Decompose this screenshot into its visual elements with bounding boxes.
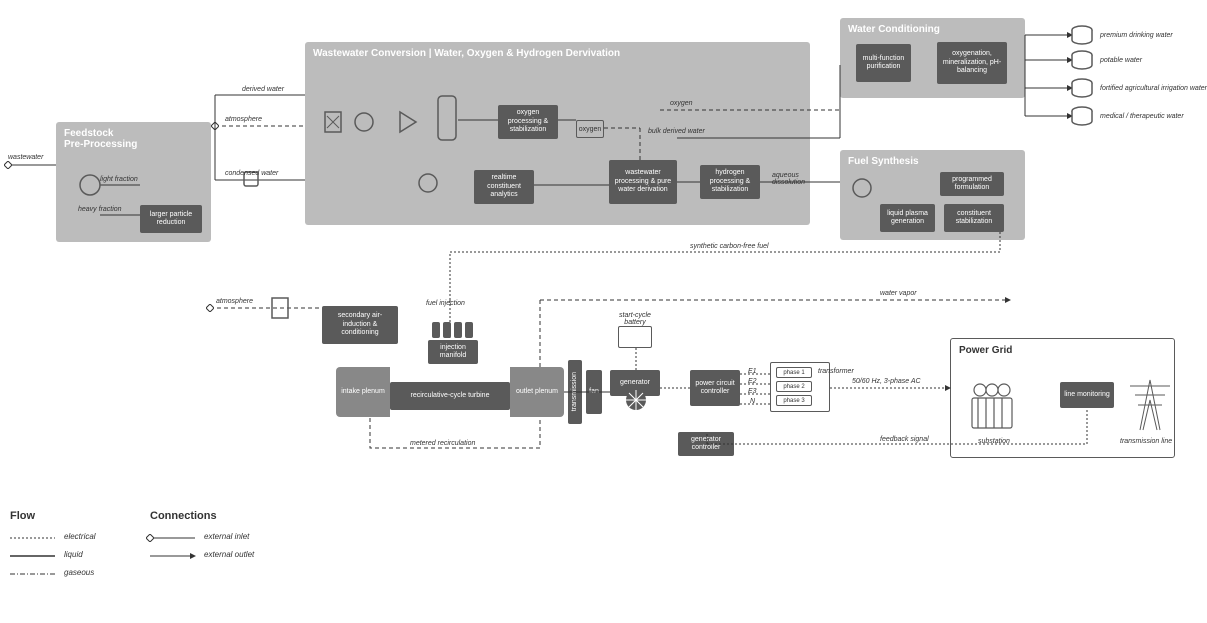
lbl-atmosphere1: atmosphere (225, 116, 262, 123)
box-h2-proc: hydrogen processing & stabilization (700, 165, 760, 199)
lbl-transline: transmission line (1120, 438, 1172, 445)
box-fan: fan (586, 370, 602, 414)
legend-electrical: electrical (64, 532, 96, 541)
panel-conditioning-title: Water Conditioning (848, 24, 1017, 35)
lbl-e1: E1 (748, 368, 757, 375)
box-oxygen-small: oxygen (576, 120, 604, 138)
box-larger-particle: larger particle reduction (140, 205, 202, 233)
lbl-syn-fuel: synthetic carbon-free fuel (690, 243, 769, 250)
box-const-stab: constituent stabilization (944, 204, 1004, 232)
lbl-heavy-frac: heavy fraction (78, 206, 122, 213)
legend-conn-head: Connections (150, 510, 217, 522)
box-ww-proc: wastewater processing & pure water deriv… (609, 160, 677, 204)
box-realtime: realtime constituent analytics (474, 170, 534, 204)
box-generator: generator (610, 370, 660, 396)
lbl-water-vapor: water vapor (880, 290, 917, 297)
lbl-bulk-derived: bulk derived water (648, 128, 705, 135)
lbl-transformer: transformer (818, 368, 828, 408)
legend-gaseous: gaseous (64, 568, 94, 577)
lbl-out-premium: premium drinking water (1100, 32, 1173, 39)
box-inj-man: injection manifold (428, 340, 478, 364)
lbl-condensed: condensed water (225, 170, 278, 177)
lbl-ac-out: 50/60 Hz, 3-phase AC (852, 378, 921, 385)
lbl-derived-water: derived water (242, 86, 284, 93)
legend-outlet: external outlet (204, 550, 254, 559)
legend-inlet: external inlet (204, 532, 249, 541)
box-gen-ctrl: generator controller (678, 432, 734, 456)
box-sec-air: secondary air-induction & conditioning (322, 306, 398, 344)
lbl-e2: E2 (748, 378, 757, 385)
panel-fuel-title: Fuel Synthesis (848, 156, 1017, 167)
lbl-transmission: transmission (571, 372, 579, 411)
lbl-feedback: feedback signal (880, 436, 929, 443)
lbl-oxygen-flow: oxygen (670, 100, 693, 107)
lbl-n: N (750, 398, 755, 405)
box-oxy-proc: oxygen processing & stabilization (498, 105, 558, 139)
box-outlet: outlet plenum (510, 367, 564, 417)
legend-flow-head: Flow (10, 510, 35, 522)
box-oxy-min: oxygenation, mineralization, pH-balancin… (937, 42, 1007, 84)
lbl-out-medical: medical / therapeutic water (1100, 113, 1184, 120)
box-phase2: phase 2 (776, 381, 812, 392)
box-prog-form: programmed formulation (940, 172, 1004, 196)
box-phase3: phase 3 (776, 395, 812, 406)
lbl-out-irrig: fortified agricultural irrigation water (1100, 85, 1207, 92)
box-phase1: phase 1 (776, 367, 812, 378)
panel-feedstock-title: Feedstock Pre-Processing (64, 128, 203, 150)
legend-liquid: liquid (64, 550, 83, 559)
box-intake: intake plenum (336, 367, 390, 417)
box-transmission: transmission (568, 360, 582, 424)
panel-grid-title: Power Grid (959, 345, 1166, 356)
lbl-battery: start-cycle battery (610, 312, 660, 326)
lbl-out-potable: potable water (1100, 57, 1142, 64)
box-pcc: power circuit controller (690, 370, 740, 406)
lbl-wastewater-in: wastewater (8, 154, 43, 161)
lbl-atmosphere2: atmosphere (216, 298, 253, 305)
box-battery (618, 326, 652, 348)
lbl-fuel-inj: fuel injection (426, 300, 465, 307)
box-multi-purif: multi-function purification (856, 44, 911, 82)
lbl-substation: substation (978, 438, 1010, 445)
lbl-aqueous: aqueous dissolution (772, 172, 832, 186)
lbl-e3: E3 (748, 388, 757, 395)
box-liq-plasma: liquid plasma generation (880, 204, 935, 232)
box-line-mon: line monitoring (1060, 382, 1114, 408)
panel-wastewater-title: Wastewater Conversion | Water, Oxygen & … (313, 48, 802, 59)
lbl-metered: metered recirculation (410, 440, 475, 447)
box-rec-turbine: recirculative-cycle turbine (390, 382, 510, 410)
lbl-light-frac: light fraction (100, 176, 138, 183)
